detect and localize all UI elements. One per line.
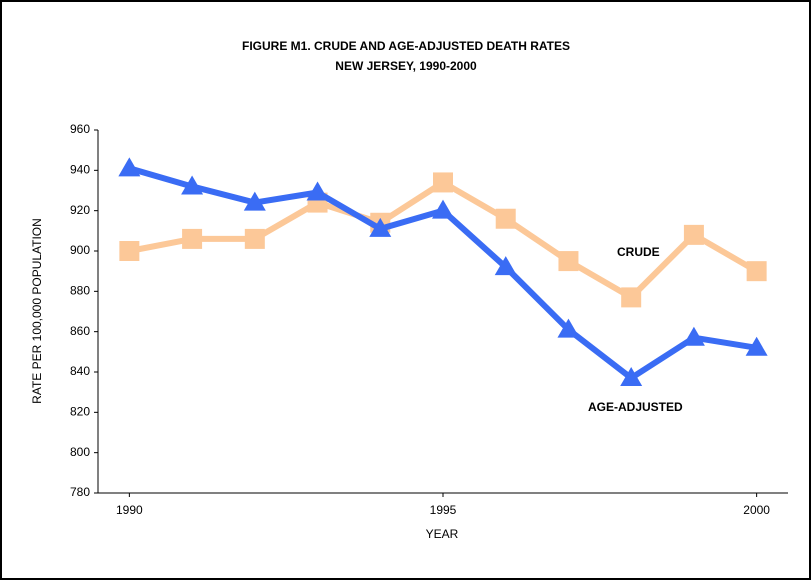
y-tick-label: 920 [70,203,90,217]
chart-title: FIGURE M1. CRUDE AND AGE-ADJUSTED DEATH … [242,39,570,53]
marker [433,172,453,193]
marker [745,336,768,356]
y-axis-label: RATE PER 100,000 POPULATION [30,218,44,404]
marker [119,241,140,261]
series-label: AGE-ADJUSTED [588,400,683,414]
y-tick-label: 960 [70,122,90,136]
y-tick-label: 900 [70,243,90,257]
marker [181,175,204,195]
series-label: CRUDE [617,245,660,259]
x-tick-label: 2000 [743,503,770,517]
marker [746,261,767,282]
y-tick-label: 940 [70,163,90,177]
marker [557,318,580,338]
marker [558,251,579,272]
marker [182,228,203,249]
y-tick-label: 840 [70,364,90,378]
x-tick-label: 1995 [430,503,457,517]
marker [244,228,265,249]
marker [620,367,643,387]
y-tick-label: 860 [70,324,90,338]
x-axis-label: YEAR [426,527,459,541]
marker [306,181,329,201]
marker [432,199,454,219]
marker [683,224,704,245]
marker [621,287,642,308]
marker [682,326,705,346]
marker [369,217,392,237]
chart-subtitle: NEW JERSEY, 1990-2000 [335,59,477,73]
y-tick-label: 880 [70,284,90,298]
y-tick-label: 780 [70,485,90,499]
marker [495,208,516,229]
y-tick-label: 820 [70,405,90,419]
marker [243,191,266,211]
y-tick-label: 800 [70,445,90,459]
marker [118,157,141,177]
x-tick-label: 1990 [116,503,143,517]
marker [494,256,517,276]
